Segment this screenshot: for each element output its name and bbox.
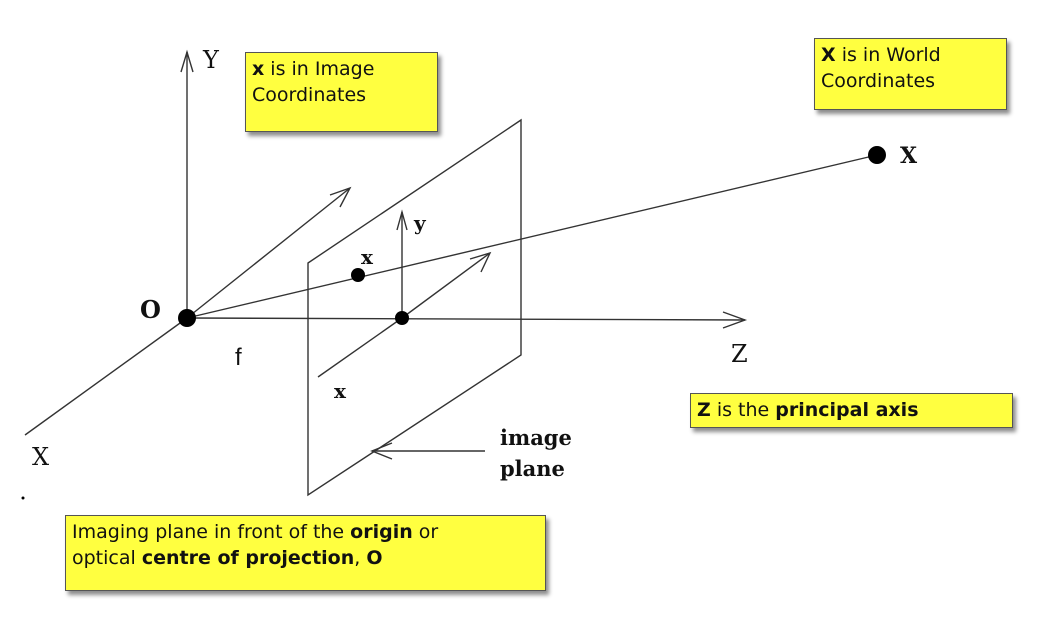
image-y-label: y xyxy=(413,211,427,235)
imaging-plane-text3: optical xyxy=(72,547,142,569)
imaging-plane-bold2: centre of projection xyxy=(141,547,355,569)
stray-dot xyxy=(21,496,25,500)
imaging-plane-text1: Imaging plane in front of the xyxy=(72,521,351,543)
world-coords-text1: is in World xyxy=(835,44,941,66)
depth-axis-arrowhead xyxy=(329,186,352,208)
image-x-axis-lower xyxy=(317,317,403,378)
image-coords-bold: x xyxy=(252,58,265,80)
plane-label-line2: plane xyxy=(500,456,565,481)
world-point-label: X xyxy=(900,143,918,169)
world-point xyxy=(868,146,886,164)
depth-axis xyxy=(186,187,351,319)
imaging-plane-text4: , xyxy=(354,547,367,569)
plane-label-line1: image xyxy=(500,425,572,450)
image-x-axis-upper xyxy=(401,252,491,319)
world-coords-bold: X xyxy=(821,44,836,66)
principal-z-axis xyxy=(186,317,746,321)
image-coords-text2: Coordinates xyxy=(252,84,367,106)
imaging-plane-bold3: O xyxy=(366,547,383,569)
image-coordinates-note: x is in Image Coordinates xyxy=(245,52,438,132)
image-plane xyxy=(307,118,522,497)
principal-axis-text1: is the xyxy=(710,399,776,421)
imaging-plane-bold1: origin xyxy=(350,521,413,543)
plane-pointer-arrowhead xyxy=(370,442,393,460)
world-coordinates-note: X is in World Coordinates xyxy=(814,38,1007,110)
principal-axis-bold2: principal axis xyxy=(775,399,919,421)
image-coords-text1: is in Image xyxy=(264,58,375,80)
principal-axis-bold1: Z xyxy=(697,399,711,421)
imaging-plane-note: Imaging plane in front of the origin or … xyxy=(65,515,546,591)
projection-ray xyxy=(186,154,878,319)
world-y-arrowhead xyxy=(180,49,194,73)
image-point xyxy=(351,268,365,282)
world-y-label: Y xyxy=(202,46,220,74)
focal-length-label: f xyxy=(235,344,242,371)
image-x-arrowhead xyxy=(469,251,492,273)
principal-axis-note: Z is the principal axis xyxy=(690,393,1013,428)
origin-point xyxy=(178,309,196,327)
image-x-label: x xyxy=(334,379,347,403)
imaging-plane-text2: or xyxy=(412,521,439,543)
z-axis-label: Z xyxy=(731,340,748,368)
image-point-label: x xyxy=(361,245,374,269)
world-coords-text2: Coordinates xyxy=(821,70,936,92)
origin-label: O xyxy=(140,295,161,324)
principal-z-arrowhead xyxy=(722,311,748,329)
principal-point xyxy=(395,311,409,325)
world-x-axis xyxy=(24,317,188,436)
world-x-label: X xyxy=(32,443,49,471)
image-y-arrowhead xyxy=(396,209,408,231)
